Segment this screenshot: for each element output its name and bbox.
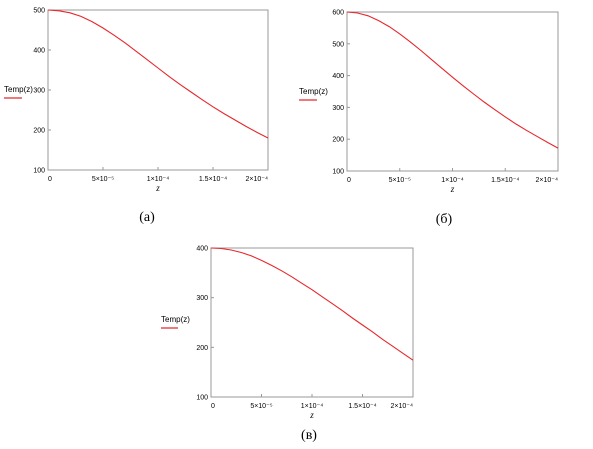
- x-tick-label: 2×10⁻⁴: [391, 403, 413, 410]
- y-tick-label: 300: [33, 88, 45, 95]
- y-tick-label: 200: [196, 345, 208, 352]
- plot-frame: [346, 11, 559, 172]
- series-line: [210, 247, 414, 361]
- y-tick-label: 100: [332, 169, 344, 176]
- y-axis-label: Temp(z): [4, 85, 33, 94]
- y-tick-label: 400: [196, 246, 208, 253]
- x-tick-label: 5×10⁻⁵: [389, 177, 411, 184]
- chart-caption: (б): [436, 212, 453, 227]
- plot-frame: [210, 247, 414, 398]
- x-tick-label: 1.5×10⁻⁴: [199, 176, 227, 183]
- x-axis-label: z: [309, 410, 314, 420]
- y-tick-label: 100: [196, 395, 208, 402]
- chart-1: 100 200 300 400 500 600 0 5×10⁻⁵ 1×10⁻⁴ 1.5×10⁻⁴ 2…: [299, 10, 559, 227]
- y-tick-label: 200: [332, 137, 344, 144]
- x-axis-label: z: [155, 183, 160, 193]
- x-tick-label: 1×10⁻⁴: [301, 403, 323, 410]
- y-axis-label: Temp(z): [161, 315, 190, 324]
- series-line: [346, 11, 559, 149]
- y-axis-label: Temp(z): [299, 87, 328, 96]
- x-tick-label: 5×10⁻⁵: [92, 176, 114, 183]
- x-tick-label: 1×10⁻⁴: [147, 176, 169, 183]
- chart-caption: (в): [301, 428, 317, 443]
- y-tick-label: 300: [196, 295, 208, 302]
- y-tick-label: 300: [332, 105, 344, 112]
- x-tick-label: 0: [211, 403, 215, 410]
- chart-2: 100 200 300 400 0 5×10⁻⁵ 1×10⁻⁴ 1.5×10⁻⁴ 2×10⁻⁴ z…: [161, 246, 414, 443]
- y-tick-label: 500: [33, 8, 45, 15]
- y-tick-label: 400: [33, 48, 45, 55]
- plot-frame: [47, 9, 269, 171]
- y-tick-label: 100: [33, 168, 45, 175]
- chart-0: 100 200 300 400 500 0 5×10⁻⁵ 1×10⁻⁴ 1.5×10⁻⁴ 2×10…: [4, 8, 269, 225]
- x-tick-label: 1×10⁻⁴: [441, 177, 463, 184]
- y-tick-label: 500: [332, 41, 344, 48]
- x-tick-label: 0: [347, 177, 351, 184]
- series-line: [47, 9, 269, 139]
- y-tick-label: 600: [332, 10, 344, 17]
- x-tick-label: 1.5×10⁻⁴: [348, 403, 376, 410]
- x-tick-label: 2×10⁻⁴: [246, 176, 268, 183]
- chart-caption: (а): [139, 210, 155, 225]
- y-tick-label: 400: [332, 73, 344, 80]
- x-tick-label: 2×10⁻⁴: [536, 177, 558, 184]
- y-tick-label: 200: [33, 128, 45, 135]
- x-tick-label: 5×10⁻⁵: [250, 403, 272, 410]
- x-tick-label: 1.5×10⁻⁴: [491, 177, 519, 184]
- x-tick-label: 0: [48, 176, 52, 183]
- x-axis-label: z: [450, 184, 455, 194]
